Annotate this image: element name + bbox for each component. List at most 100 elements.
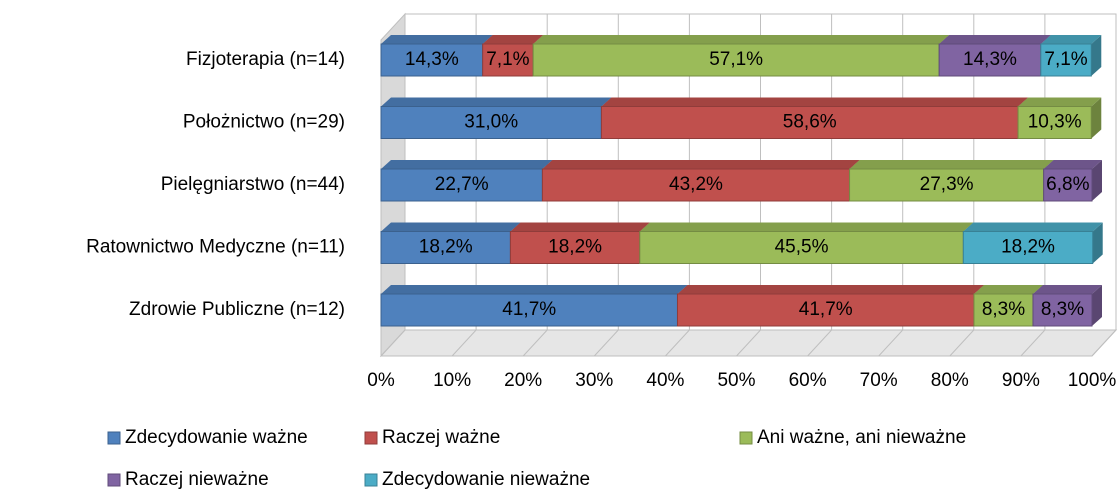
legend-label: Zdecydowanie nieważne [382, 469, 590, 490]
bar-top [1032, 285, 1102, 294]
bar [973, 293, 1034, 327]
bar-top [939, 35, 1051, 44]
data-label: 7,1% [1044, 49, 1087, 70]
legend-label: Raczej nieważne [125, 469, 269, 490]
category-label: Położnictwo (n=29) [183, 112, 345, 133]
bar-side [1091, 97, 1102, 139]
data-label: 18,2% [1001, 237, 1055, 258]
bar [676, 293, 975, 327]
grid-line [807, 329, 832, 357]
x-tick-label: 10% [433, 370, 471, 391]
bar-top [533, 35, 950, 44]
bar [1043, 168, 1093, 202]
data-label: 7,1% [486, 49, 529, 70]
grid-line [593, 329, 619, 357]
bar-side [1092, 285, 1102, 326]
bar [962, 231, 1094, 264]
legend-label: Ani ważne, ani nieważne [757, 427, 966, 448]
legend-swatch [107, 473, 121, 487]
bar-top [542, 160, 860, 169]
x-tick-label: 50% [717, 370, 755, 391]
data-label: 43,2% [669, 174, 723, 195]
grid-line [1091, 329, 1117, 357]
data-label: 18,2% [548, 237, 602, 258]
grid-line [1020, 329, 1046, 357]
bar-side [1091, 35, 1102, 76]
legend-swatch [364, 431, 378, 445]
bar [482, 43, 534, 77]
category-label: Ratownictwo Medyczne (n=11) [86, 237, 345, 258]
bar [380, 293, 678, 327]
legend-label: Raczej ważne [382, 427, 500, 448]
bar [849, 168, 1045, 202]
bar [380, 43, 484, 77]
bar-top [639, 222, 974, 232]
bar-top [510, 222, 650, 232]
bar-top [601, 97, 1029, 107]
grid-line [451, 329, 477, 357]
bar [509, 231, 641, 264]
bar-side [1092, 222, 1103, 264]
data-label: 41,7% [502, 299, 556, 320]
data-label: 57,1% [709, 49, 763, 70]
data-label: 8,3% [1041, 299, 1084, 320]
x-tick-label: 80% [931, 370, 969, 391]
x-tick-label: 70% [860, 370, 898, 391]
x-tick-label: 90% [1002, 370, 1040, 391]
bar [380, 231, 511, 264]
x-tick-label: 60% [789, 370, 827, 391]
bar-top [381, 35, 493, 44]
grid-line [736, 329, 761, 357]
data-label: 8,3% [982, 299, 1025, 320]
category-label: Pielęgniarstwo (n=44) [161, 174, 345, 195]
bar [600, 106, 1019, 139]
x-tick-label: 40% [646, 370, 684, 391]
data-label: 6,8% [1046, 174, 1089, 195]
grid-line [380, 329, 406, 357]
grid-line [949, 329, 975, 357]
bar [1032, 293, 1093, 327]
bar-top [482, 35, 544, 44]
data-label: 10,3% [1028, 112, 1082, 133]
data-label: 27,3% [920, 174, 974, 195]
data-label: 14,3% [405, 49, 459, 70]
category-label: Zdrowie Publiczne (n=12) [129, 299, 345, 320]
bar-top [1043, 160, 1102, 169]
legend-swatch [107, 431, 121, 445]
bar [380, 168, 543, 202]
bar-top [849, 160, 1054, 169]
data-label: 45,5% [775, 237, 829, 258]
bar-top [381, 285, 688, 294]
bar-top [1040, 35, 1102, 44]
bar [380, 106, 602, 139]
bar [532, 43, 940, 77]
bar-top [381, 97, 612, 107]
bar-top [973, 285, 1043, 294]
bar [938, 43, 1042, 77]
category-label: Fizjoterapia (n=14) [186, 49, 345, 70]
data-label: 22,7% [435, 174, 489, 195]
bar [541, 168, 851, 202]
data-label: 58,6% [783, 112, 837, 133]
bar-top [381, 160, 553, 169]
bar-top [963, 222, 1103, 232]
legend-swatch [364, 473, 378, 487]
bar-top [1018, 97, 1102, 107]
data-label: 14,3% [963, 49, 1017, 70]
x-tick-label: 20% [504, 370, 542, 391]
x-tick-label: 30% [575, 370, 613, 391]
grid-line [665, 329, 690, 357]
bar-top [677, 285, 984, 294]
grid-line [878, 329, 904, 357]
data-label: 41,7% [799, 299, 853, 320]
x-tick-label: 100% [1068, 370, 1117, 391]
bar [1040, 43, 1092, 77]
bar-top [381, 222, 521, 232]
grid-line [522, 329, 548, 357]
bar [1017, 106, 1092, 139]
data-label: 31,0% [464, 112, 518, 133]
x-tick-label: 0% [367, 370, 395, 391]
legend-swatch [739, 431, 753, 445]
legend-label: Zdecydowanie ważne [125, 427, 308, 448]
